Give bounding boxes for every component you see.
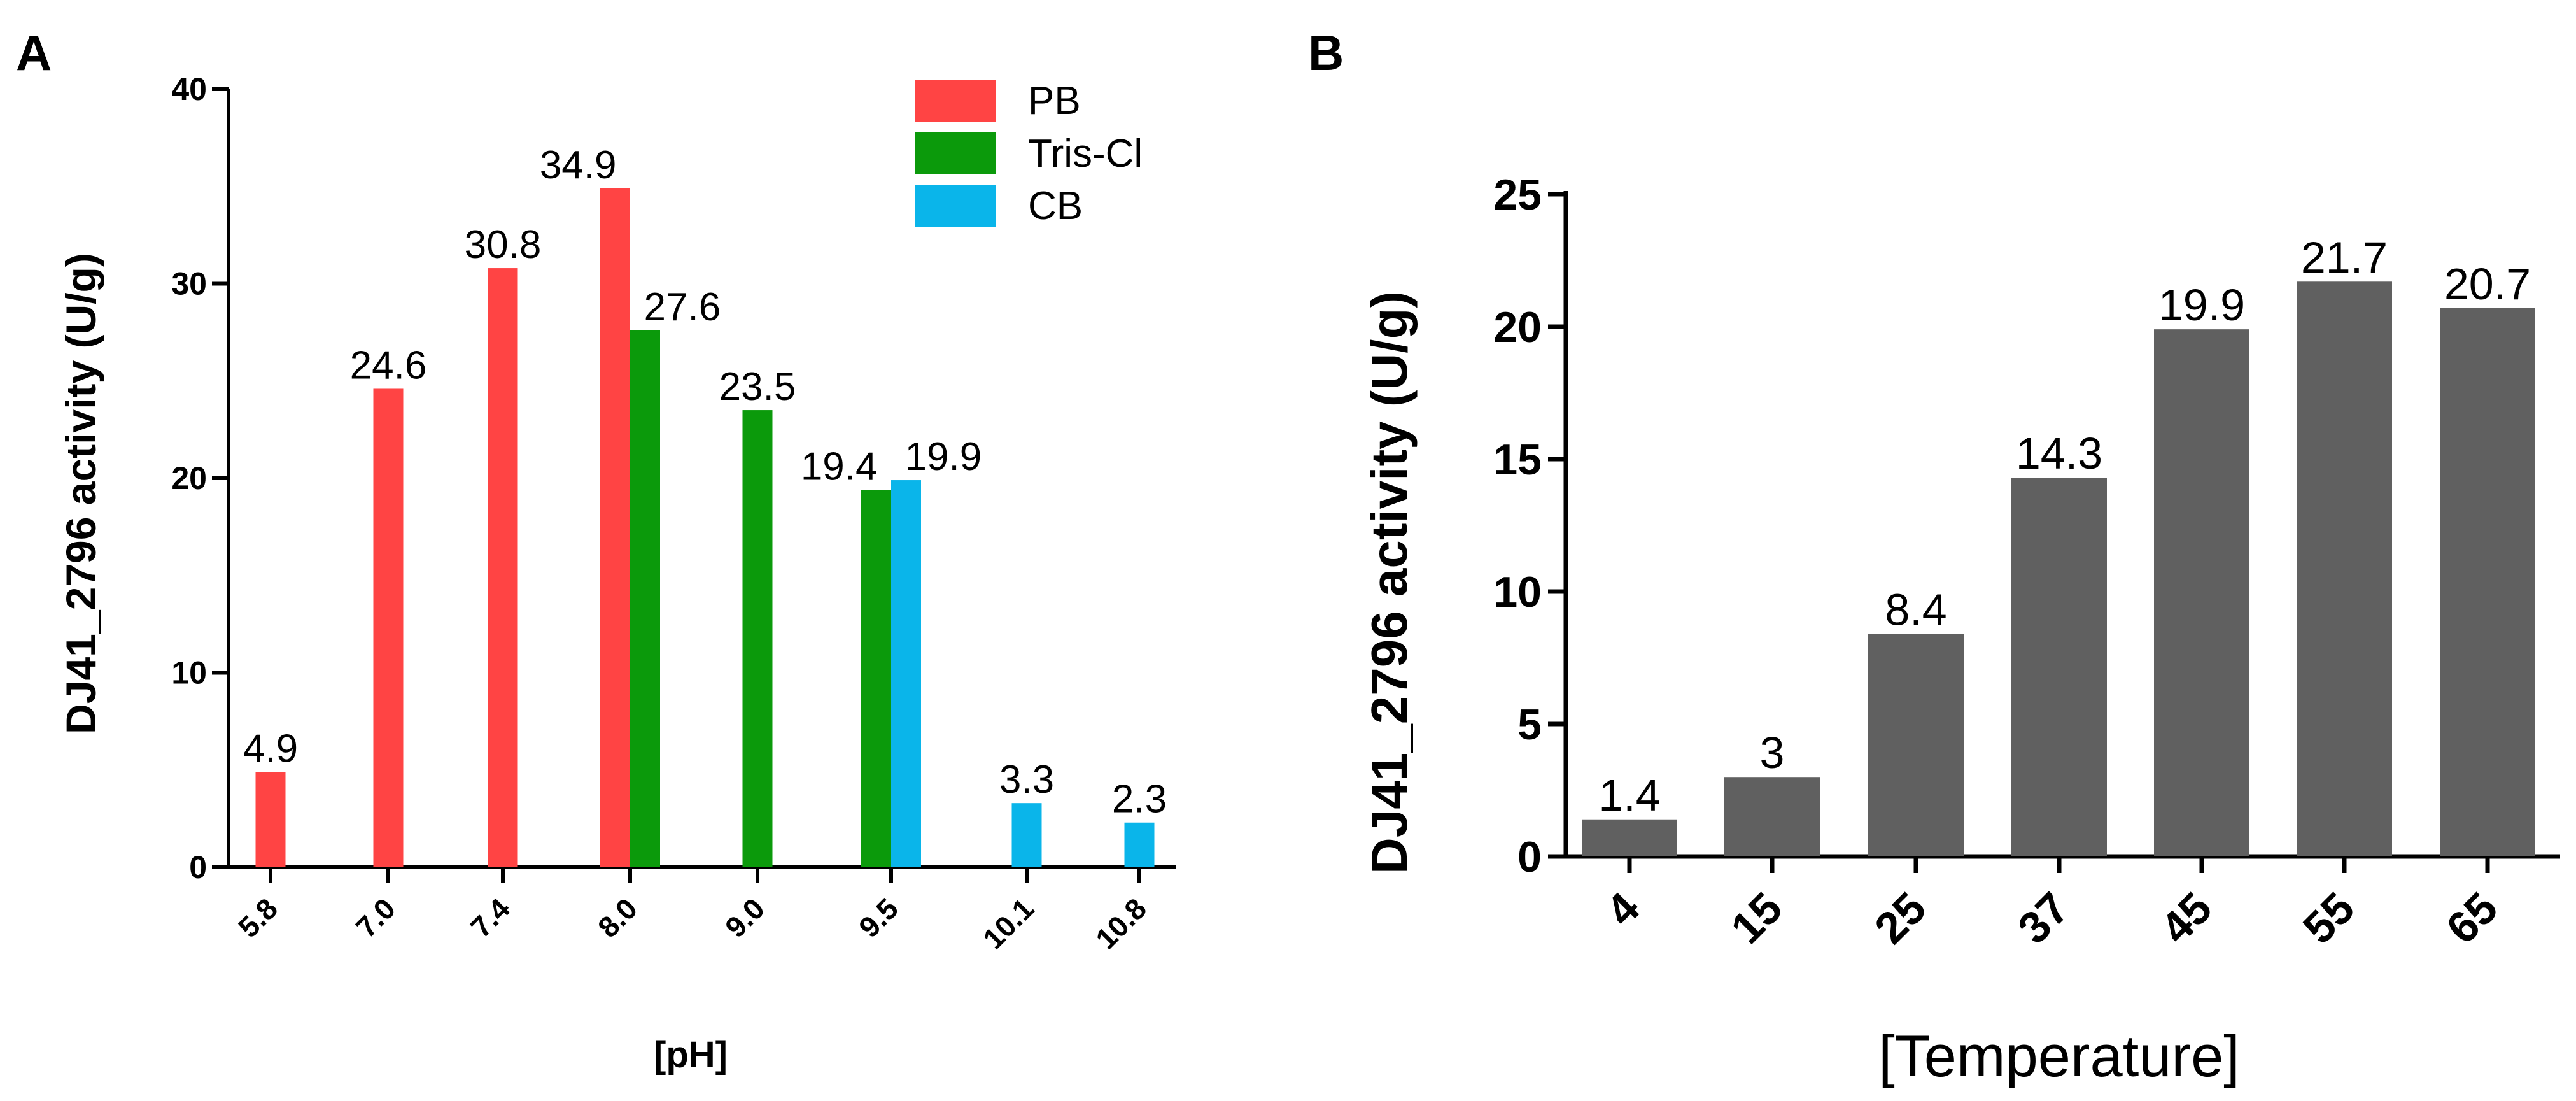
panel-a-data-label: 2.3 (1112, 778, 1167, 821)
panel-b: B DJ41_2796 activity (U/g) [Temperature]… (1308, 25, 2560, 1089)
panel-b-y-tick-label: 5 (1517, 700, 1542, 749)
panel-b-letter: B (1308, 25, 1344, 81)
panel-a-x-ticks: 5.8 7.0 7.4 8.0 9.0 9.5 10.1 10.8 (232, 867, 1153, 955)
panel-b-bar-15 (1724, 777, 1820, 856)
panel-a-bar-pb-8-0 (600, 188, 630, 868)
panel-b-y-tick-label: 15 (1493, 436, 1542, 484)
panel-a-legend: PB Tris-Cl CB (915, 79, 1143, 228)
panel-b-x-tick-label: 37 (2008, 883, 2078, 953)
panel-b-data-label: 8.4 (1885, 585, 1946, 635)
panel-b-x-ticks: 4 15 25 37 45 55 65 (1596, 856, 2507, 953)
legend-label-tris-cl: Tris-Cl (1028, 132, 1143, 176)
panel-b-x-tick-label: 55 (2293, 883, 2363, 953)
panel-a-bar-cb-9-5 (891, 480, 921, 867)
panel-a-x-axis-title: [pH] (654, 1034, 728, 1076)
panel-a-x-tick-label: 10.1 (976, 891, 1040, 955)
panel-a-data-label: 23.5 (719, 365, 796, 409)
panel-a-x-tick-label: 9.5 (852, 891, 904, 944)
panel-b-bar-25 (1868, 634, 1964, 856)
panel-b-bar-45 (2154, 329, 2249, 856)
panel-a-data-label: 3.3 (999, 758, 1054, 802)
panel-a: A DJ41_2796 activity (U/g) [pH] 0 10 20 30 4… (16, 25, 1176, 1076)
panel-a-y-tick-label: 0 (189, 849, 207, 885)
panel-b-x-tick-label: 25 (1865, 883, 1935, 953)
panel-a-y-tick-label: 20 (171, 460, 207, 496)
panel-b-bar-65 (2440, 308, 2535, 856)
panel-a-bars (255, 188, 1155, 868)
panel-a-bar-cb-10-8 (1124, 822, 1155, 867)
panel-a-data-label: 24.6 (350, 343, 427, 387)
panel-a-x-tick-label: 5.8 (232, 891, 284, 944)
panel-b-data-label: 3 (1760, 728, 1785, 778)
panel-b-x-tick-label: 65 (2437, 883, 2507, 953)
panel-b-y-tick-label: 10 (1493, 568, 1542, 616)
panel-b-bar-4 (1582, 819, 1677, 856)
legend-label-cb: CB (1028, 184, 1083, 228)
panel-a-data-label: 4.9 (243, 727, 298, 771)
panel-b-bars (1582, 281, 2535, 856)
panel-a-bar-pb-7-4 (488, 268, 518, 867)
legend-swatch-pb (915, 80, 996, 122)
panel-b-data-label: 20.7 (2444, 259, 2531, 309)
panel-b-data-label: 14.3 (2016, 429, 2102, 478)
panel-a-y-tick-label: 40 (171, 71, 207, 107)
panel-a-bar-tris-cl-8-0 (630, 330, 660, 867)
panel-b-x-tick-label: 15 (1721, 883, 1791, 953)
legend-label-pb: PB (1028, 79, 1081, 123)
panel-b-y-tick-label: 20 (1493, 303, 1542, 352)
panel-a-data-label: 19.4 (801, 444, 878, 488)
panel-a-y-tick-label: 30 (171, 266, 207, 302)
panel-a-data-label: 30.8 (465, 223, 542, 267)
panel-a-y-tick-label: 10 (171, 655, 207, 691)
panel-a-x-tick-label: 7.0 (349, 891, 402, 944)
panel-b-y-ticks: 0 5 10 15 20 25 (1493, 171, 1566, 881)
panel-b-y-tick-label: 25 (1493, 171, 1542, 219)
panel-a-data-label: 34.9 (540, 143, 617, 187)
panel-a-bar-pb-7-0 (373, 388, 404, 867)
panel-a-data-labels: 4.9 24.6 30.8 34.9 27.6 23.519.4 19.9 3.3 2.3 (243, 143, 1167, 821)
panel-b-x-tick-label: 45 (2151, 883, 2221, 953)
panel-a-y-axis-title: DJ41_2796 activity (U/g) (57, 253, 104, 734)
panel-a-bar-cb-10-1 (1011, 803, 1042, 867)
panel-b-x-axis-title: [Temperature] (1878, 1024, 2240, 1089)
panel-b-data-label: 1.4 (1598, 771, 1660, 820)
panel-a-bar-tris-cl-9-0 (742, 410, 773, 867)
panel-a-data-label: 19.9 (905, 435, 982, 479)
panel-b-bar-55 (2297, 281, 2392, 856)
legend-swatch-cb (915, 185, 996, 227)
panel-b-data-label: 19.9 (2158, 280, 2245, 330)
legend-swatch-tris-cl (915, 132, 996, 174)
panel-b-data-labels: 1.4 3 8.4 14.3 19.9 21.7 20.7 (1598, 232, 2531, 820)
panel-b-x-tick-label: 4 (1596, 883, 1649, 935)
panel-a-x-tick-label: 9.0 (719, 891, 771, 944)
panel-a-bar-tris-cl-9-5 (861, 490, 891, 867)
panel-a-x-tick-label: 10.8 (1089, 891, 1153, 955)
panel-a-x-tick-label: 8.0 (591, 891, 644, 944)
panel-a-bar-pb-5-8 (255, 772, 286, 867)
panel-a-y-ticks: 0 10 20 30 40 (171, 71, 229, 885)
panel-b-data-label: 21.7 (2301, 232, 2388, 282)
panel-b-y-tick-label: 0 (1517, 833, 1542, 881)
panel-b-bar-37 (2011, 478, 2107, 856)
panel-a-letter: A (16, 25, 52, 81)
panel-a-data-label: 27.6 (644, 285, 721, 329)
panel-a-x-tick-label: 7.4 (464, 891, 516, 944)
panel-b-y-axis-title: DJ41_2796 activity (U/g) (1361, 291, 1418, 874)
